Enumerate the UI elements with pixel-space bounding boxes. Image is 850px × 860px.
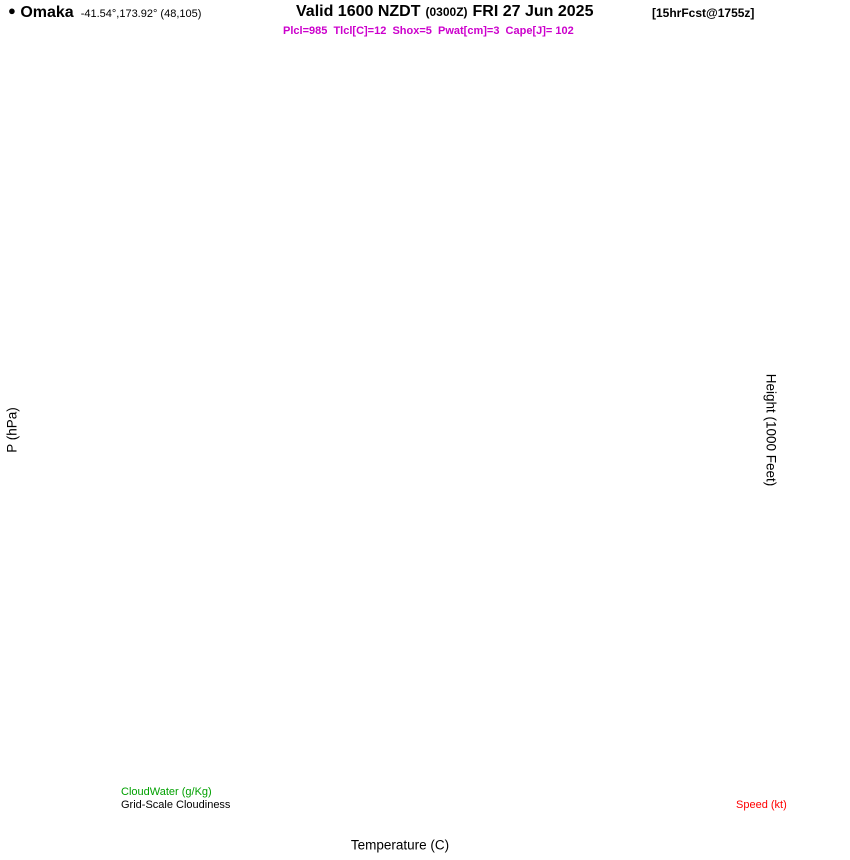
cloudwater-axis-title: CloudWater (g/Kg) bbox=[121, 786, 212, 798]
sounding-indices: Plcl=985 Tlcl[C]=12 Shox=5 Pwat[cm]=3 Ca… bbox=[283, 25, 574, 37]
station-bullet-icon: ● bbox=[8, 3, 16, 18]
station-header: ● Omaka -41.54°,173.92° (48,105) bbox=[8, 3, 201, 22]
valid-date: FRI 27 Jun 2025 bbox=[472, 3, 594, 20]
forecast-run-label: [15hrFcst@1755z] bbox=[652, 6, 755, 20]
valid-time: Valid 1600 NZDT bbox=[296, 3, 421, 20]
station-name: Omaka bbox=[20, 4, 74, 21]
station-coords: -41.54°,173.92° (48,105) bbox=[80, 8, 202, 20]
height-axis-title: Height (1000 Feet) bbox=[763, 373, 779, 487]
valid-time-header: Valid 1600 NZDT (0300Z) FRI 27 Jun 2025 bbox=[296, 3, 593, 21]
pressure-axis-title: P (hPa) bbox=[4, 407, 20, 453]
cloudiness-axis-title: Grid-Scale Cloudiness bbox=[121, 799, 231, 811]
temperature-axis-title: Temperature (C) bbox=[350, 837, 450, 853]
speed-axis-title: Speed (kt) bbox=[736, 799, 787, 811]
valid-zulu-time: (0300Z) bbox=[425, 5, 468, 19]
